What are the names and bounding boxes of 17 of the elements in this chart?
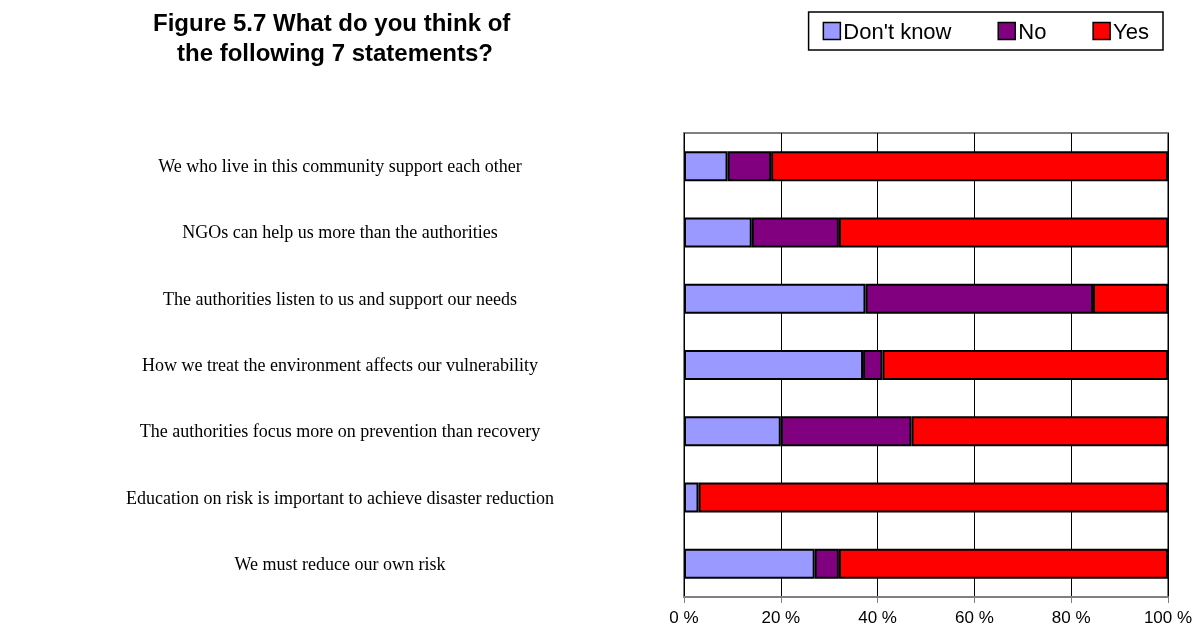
y-tick-label: The authorities focus more on prevention than recovery — [139, 421, 541, 442]
x-tick-label: 60 % — [955, 608, 994, 627]
legend-label: Don't know — [843, 18, 952, 44]
x-tick-label: 0 % — [669, 608, 699, 627]
x-tick-label: 40 % — [858, 608, 897, 627]
y-tick-label: NGOs can help us more than the authorities — [182, 222, 498, 243]
x-tick-label: 100 % — [1143, 608, 1193, 627]
x-tick-label: 20 % — [761, 608, 801, 627]
legend-label: No — [1018, 18, 1047, 44]
y-tick-label: We must reduce our own risk — [234, 553, 446, 574]
y-tick-label: The authorities listen to us and support our needs — [163, 288, 517, 309]
y-tick-label: How we treat the environment affects our vulnerability — [141, 355, 539, 375]
legend-label: Yes — [1113, 18, 1149, 44]
text: Figure 5.7 What do you think of the following 7 statements? — [153, 8, 517, 66]
y-tick-label: Education on risk is important to achieve disaster reduction — [126, 487, 554, 508]
x-tick-label: 80 % — [1051, 608, 1091, 627]
y-tick-label: We who live in this community support each other — [158, 156, 522, 177]
